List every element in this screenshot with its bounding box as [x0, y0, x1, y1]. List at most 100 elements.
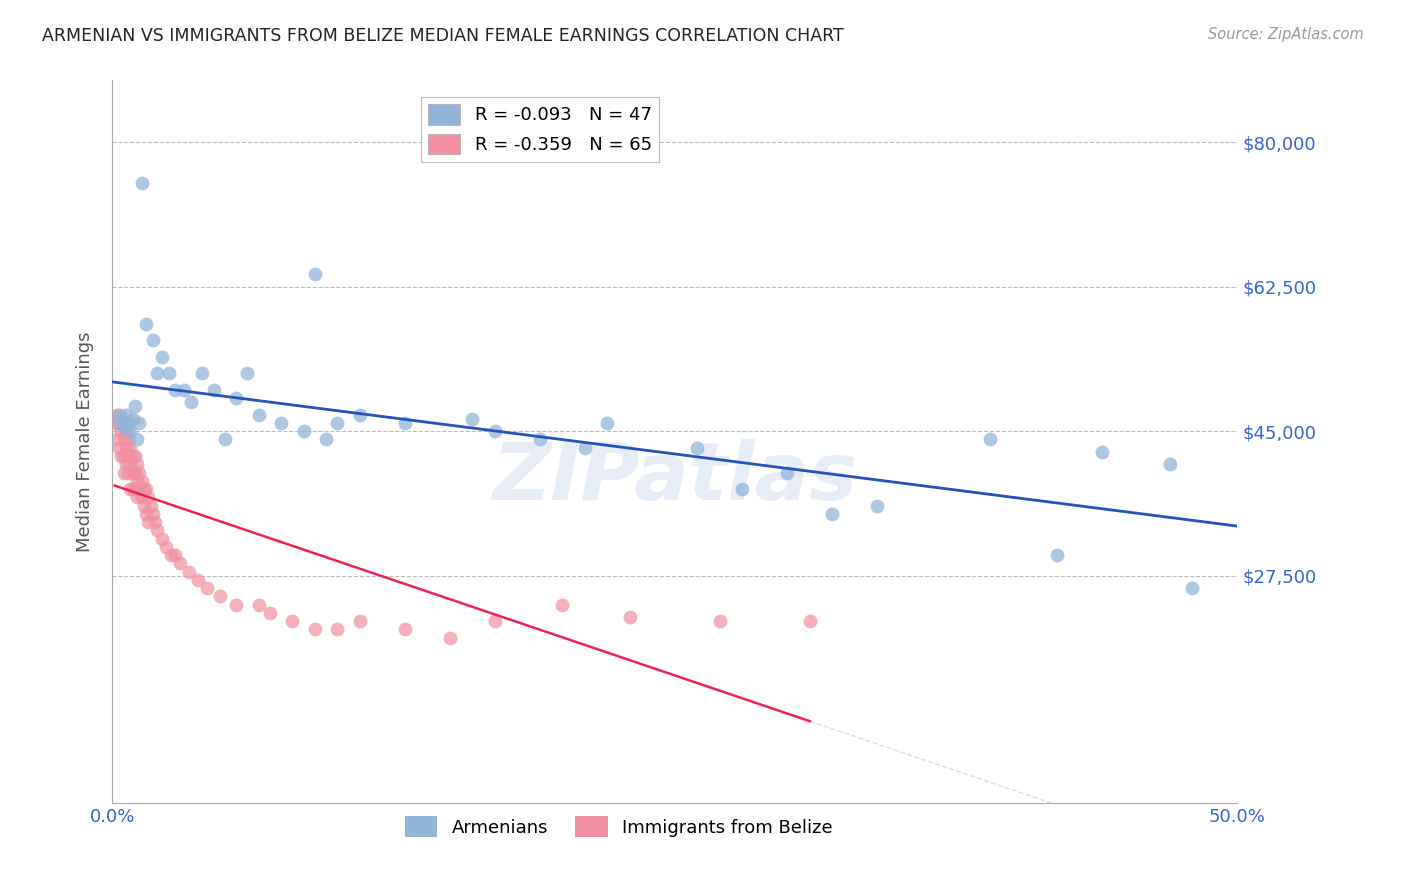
- Point: [315, 433, 337, 447]
- Point: [596, 416, 619, 430]
- Point: [124, 400, 146, 414]
- Point: [1091, 445, 1114, 459]
- Point: [105, 433, 128, 447]
- Point: [259, 606, 281, 620]
- Point: [177, 565, 200, 579]
- Point: [394, 416, 416, 430]
- Point: [979, 433, 1001, 447]
- Point: [120, 457, 142, 471]
- Point: [131, 490, 153, 504]
- Point: [225, 391, 247, 405]
- Point: [236, 367, 259, 381]
- Point: [574, 441, 596, 455]
- Point: [138, 515, 160, 529]
- Point: [124, 482, 146, 496]
- Point: [165, 383, 187, 397]
- Point: [349, 614, 371, 628]
- Point: [108, 408, 131, 422]
- Point: [209, 590, 232, 604]
- Point: [112, 433, 135, 447]
- Point: [551, 598, 574, 612]
- Point: [225, 598, 247, 612]
- Point: [292, 424, 315, 438]
- Point: [484, 424, 506, 438]
- Point: [131, 177, 153, 191]
- Point: [117, 433, 139, 447]
- Point: [120, 482, 142, 496]
- Point: [187, 573, 209, 587]
- Point: [120, 441, 142, 455]
- Point: [202, 383, 225, 397]
- Point: [1159, 457, 1181, 471]
- Point: [105, 408, 128, 422]
- Point: [799, 614, 821, 628]
- Point: [104, 416, 127, 430]
- Point: [169, 557, 191, 571]
- Point: [110, 424, 132, 438]
- Point: [173, 383, 195, 397]
- Y-axis label: Median Female Earnings: Median Female Earnings: [76, 331, 94, 552]
- Point: [142, 507, 165, 521]
- Point: [121, 466, 143, 480]
- Point: [121, 482, 143, 496]
- Point: [281, 614, 304, 628]
- Point: [304, 623, 326, 637]
- Point: [214, 433, 236, 447]
- Point: [120, 424, 142, 438]
- Point: [1046, 548, 1069, 562]
- Point: [117, 466, 139, 480]
- Point: [143, 515, 166, 529]
- Point: [121, 449, 143, 463]
- Point: [157, 367, 180, 381]
- Point: [135, 507, 157, 521]
- Point: [150, 350, 173, 364]
- Point: [128, 416, 150, 430]
- Point: [394, 623, 416, 637]
- Point: [128, 482, 150, 496]
- Point: [115, 424, 138, 438]
- Point: [127, 457, 149, 471]
- Point: [115, 457, 138, 471]
- Point: [146, 524, 169, 538]
- Point: [731, 482, 754, 496]
- Text: Source: ZipAtlas.com: Source: ZipAtlas.com: [1208, 27, 1364, 42]
- Point: [866, 499, 889, 513]
- Point: [127, 474, 149, 488]
- Point: [132, 499, 155, 513]
- Point: [247, 598, 270, 612]
- Point: [117, 449, 139, 463]
- Point: [776, 466, 799, 480]
- Point: [160, 548, 183, 562]
- Point: [146, 367, 169, 381]
- Point: [124, 449, 146, 463]
- Point: [108, 441, 131, 455]
- Point: [110, 416, 132, 430]
- Point: [112, 466, 135, 480]
- Point: [115, 441, 138, 455]
- Point: [439, 631, 461, 645]
- Point: [195, 581, 218, 595]
- Point: [247, 408, 270, 422]
- Point: [150, 532, 173, 546]
- Point: [139, 499, 162, 513]
- Point: [131, 474, 153, 488]
- Point: [326, 623, 349, 637]
- Point: [127, 490, 149, 504]
- Point: [124, 466, 146, 480]
- Point: [484, 614, 506, 628]
- Point: [121, 412, 143, 426]
- Point: [165, 548, 187, 562]
- Point: [709, 614, 731, 628]
- Text: ZIPatlas: ZIPatlas: [492, 439, 858, 516]
- Point: [326, 416, 349, 430]
- Point: [155, 540, 177, 554]
- Point: [529, 433, 551, 447]
- Point: [112, 420, 135, 434]
- Point: [132, 482, 155, 496]
- Point: [110, 449, 132, 463]
- Point: [461, 412, 484, 426]
- Point: [127, 433, 149, 447]
- Point: [1181, 581, 1204, 595]
- Point: [135, 482, 157, 496]
- Point: [191, 367, 214, 381]
